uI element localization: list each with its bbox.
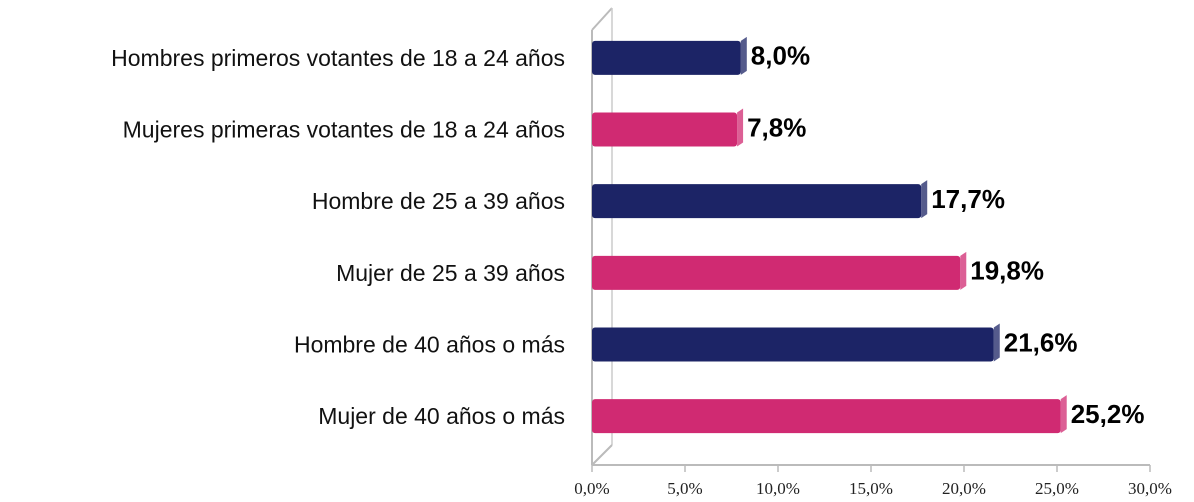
axis-wall <box>591 7 613 31</box>
value-label: 19,8% <box>970 256 1044 286</box>
bar <box>592 399 1061 434</box>
x-tick-label: 0,0% <box>574 479 609 498</box>
category-label: Mujer de 40 años o más <box>318 403 565 429</box>
bar <box>592 327 994 362</box>
bar-side <box>993 323 1000 362</box>
x-tick-label: 25,0% <box>1035 479 1079 498</box>
bar-side <box>921 180 928 219</box>
value-label: 7,8% <box>747 112 806 142</box>
category-label: Mujer de 25 a 39 años <box>336 260 565 286</box>
axis-wall <box>591 444 613 466</box>
x-tick-label: 10,0% <box>756 479 800 498</box>
bar-side <box>1060 395 1067 434</box>
bar <box>592 40 741 75</box>
value-label: 21,6% <box>1004 327 1078 357</box>
bar-side <box>737 108 744 147</box>
category-label: Hombre de 25 a 39 años <box>312 188 565 214</box>
value-label: 8,0% <box>751 41 810 71</box>
bar-side <box>960 251 967 290</box>
category-label: Hombre de 40 años o más <box>294 332 565 358</box>
bar-side <box>740 36 747 75</box>
value-label: 17,7% <box>931 184 1005 214</box>
x-tick-label: 30,0% <box>1128 479 1172 498</box>
x-tick-label: 5,0% <box>667 479 702 498</box>
value-label: 25,2% <box>1071 399 1145 429</box>
bar <box>592 184 922 219</box>
bar <box>592 112 738 147</box>
x-tick-label: 15,0% <box>849 479 893 498</box>
category-label: Hombres primeros votantes de 18 a 24 año… <box>111 45 565 71</box>
category-label: Mujeres primeras votantes de 18 a 24 año… <box>123 117 565 143</box>
x-tick-label: 20,0% <box>942 479 986 498</box>
bar <box>592 255 961 290</box>
